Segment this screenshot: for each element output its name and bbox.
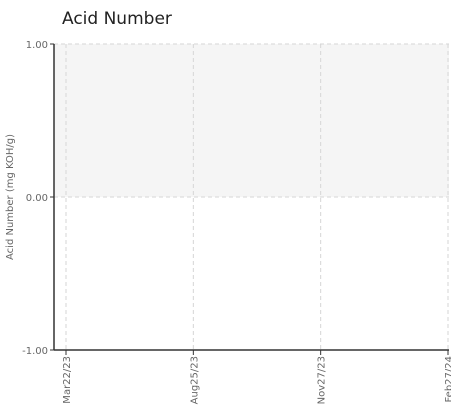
x-tick-label: Feb27/24 [444,356,451,403]
plot-band [54,44,449,197]
x-tick-label: Mar22/23 [62,356,73,404]
x-tick-label: Aug25/23 [189,356,200,404]
x-axis-ticks: Mar22/23 Aug25/23 Nov27/23 Feb27/24 [62,350,451,404]
y-tick-label: -1.00 [22,346,48,357]
y-tick-label: 0.00 [26,193,48,204]
y-axis-label: Acid Number (mg KOH/g) [5,134,16,260]
x-tick-label: Nov27/23 [317,356,328,404]
chart-title: Acid Number [62,9,172,29]
y-tick-label: 1.00 [26,40,48,51]
y-axis-ticks: 1.00 0.00 -1.00 [22,40,54,357]
